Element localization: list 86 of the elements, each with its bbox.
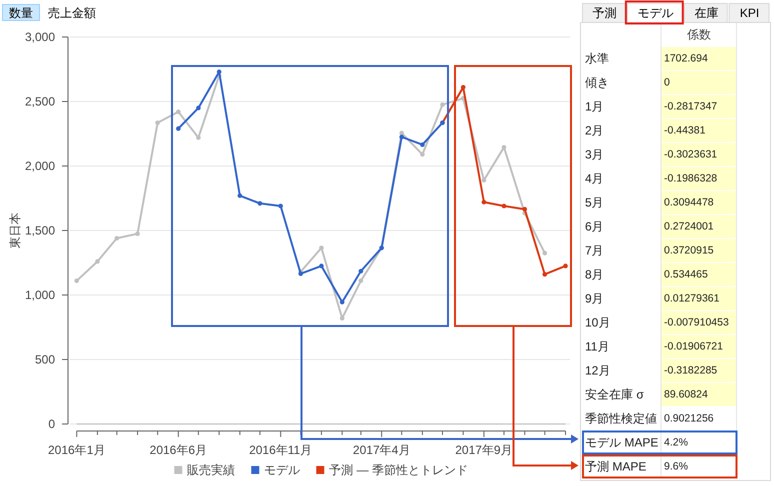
- category-label: モデル MAPE: [585, 436, 658, 450]
- x-tick-label: 係数: [686, 28, 711, 42]
- point: [420, 152, 425, 157]
- y-tick-label: 傾き: [585, 76, 609, 90]
- y-tick-label: 3月: [585, 148, 604, 162]
- y-axis-title: 東日本: [8, 212, 22, 248]
- data-label: -0.3023631: [664, 148, 718, 160]
- y-tick-label: 500: [34, 352, 56, 366]
- y-tick-label: 0: [48, 417, 56, 431]
- y-tick-label: 3,000: [24, 30, 56, 44]
- data-label: 0: [664, 76, 670, 88]
- point: [542, 272, 548, 277]
- y-tick-label: 4月: [585, 172, 604, 186]
- point: [542, 250, 548, 256]
- data-label: 0.9021256: [664, 412, 714, 424]
- point: [340, 300, 344, 304]
- data-label: -0.01906721: [664, 340, 724, 352]
- y-tick-label: 6月: [585, 220, 604, 234]
- point: [176, 110, 181, 114]
- data-label: 0.3094478: [664, 196, 714, 208]
- point: [502, 204, 506, 208]
- point: [482, 200, 486, 204]
- point: [440, 102, 445, 108]
- data-label: 0.3720915: [664, 244, 714, 256]
- x-tick-label: 2016年6月: [150, 443, 208, 457]
- point: [522, 206, 528, 212]
- point: [216, 70, 222, 74]
- y-tick-label: 安全在庫 σ: [585, 388, 644, 402]
- category-label: 予測 MAPE: [585, 460, 646, 474]
- point: [238, 193, 242, 198]
- text: 在庫: [694, 6, 718, 20]
- y-tick-label: 水準: [585, 52, 609, 66]
- y-tick-label: 10月: [585, 316, 610, 330]
- legend-label: 予測 — 季節性とトレンド: [329, 463, 468, 477]
- y-tick-label: 1月: [585, 100, 604, 114]
- point: [114, 236, 120, 241]
- data-label: -0.2817347: [664, 100, 718, 112]
- legend-label: 販売実績: [187, 463, 236, 477]
- y-tick-label: 季節性検定値: [585, 412, 657, 426]
- data-label: -0.1986328: [664, 172, 718, 184]
- data-label: -0.44381: [664, 124, 706, 136]
- y-tick-label: 9月: [585, 292, 604, 306]
- point: [95, 259, 100, 264]
- y-tick-label: 2月: [585, 124, 604, 138]
- data-label: 0.2724001: [664, 220, 714, 232]
- x-tick-label: 2016年1月: [48, 443, 106, 457]
- data-label: 1702.694: [664, 52, 708, 64]
- text: 4.2%: [664, 436, 688, 448]
- text: 予測: [592, 6, 616, 20]
- text: 数量: [9, 6, 33, 20]
- point: [196, 106, 201, 110]
- point: [319, 264, 324, 268]
- y-tick-label: 1,500: [24, 224, 56, 238]
- y-tick-label: 5月: [585, 196, 604, 210]
- data-label: 0.01279361: [664, 292, 720, 304]
- text: 売上金額: [48, 6, 96, 20]
- text: モデル: [637, 6, 674, 20]
- legend-label: モデル: [264, 463, 300, 477]
- text: KPI: [740, 6, 760, 20]
- data-label: 89.60824: [664, 388, 708, 400]
- x-tick-label: 2017年4月: [352, 443, 410, 457]
- y-tick-label: 2,500: [24, 94, 56, 108]
- point: [278, 204, 283, 208]
- y-tick-label: 7月: [585, 244, 604, 258]
- y-tick-label: 8月: [585, 268, 604, 282]
- point: [258, 201, 262, 206]
- y-tick-label: 11月: [585, 340, 610, 354]
- point: [155, 120, 160, 126]
- data-label: -0.007910453: [664, 316, 729, 328]
- data-label: -0.3182285: [664, 364, 718, 376]
- data-label: 0.534465: [664, 268, 708, 280]
- y-tick-label: 1,000: [24, 288, 56, 302]
- y-tick-label: 2,000: [24, 159, 56, 173]
- point: [358, 268, 364, 274]
- point: [399, 134, 404, 140]
- y-tick-label: 12月: [585, 364, 610, 378]
- point: [176, 126, 181, 131]
- point: [74, 278, 79, 284]
- point: [420, 142, 425, 148]
- x-tick-label: 2016年11月: [249, 443, 312, 457]
- point: [563, 264, 568, 268]
- point: [399, 130, 404, 136]
- x-tick-label: 2017年9月: [455, 443, 513, 457]
- point: [358, 278, 364, 284]
- text: 9.6%: [664, 460, 688, 472]
- point: [135, 231, 140, 236]
